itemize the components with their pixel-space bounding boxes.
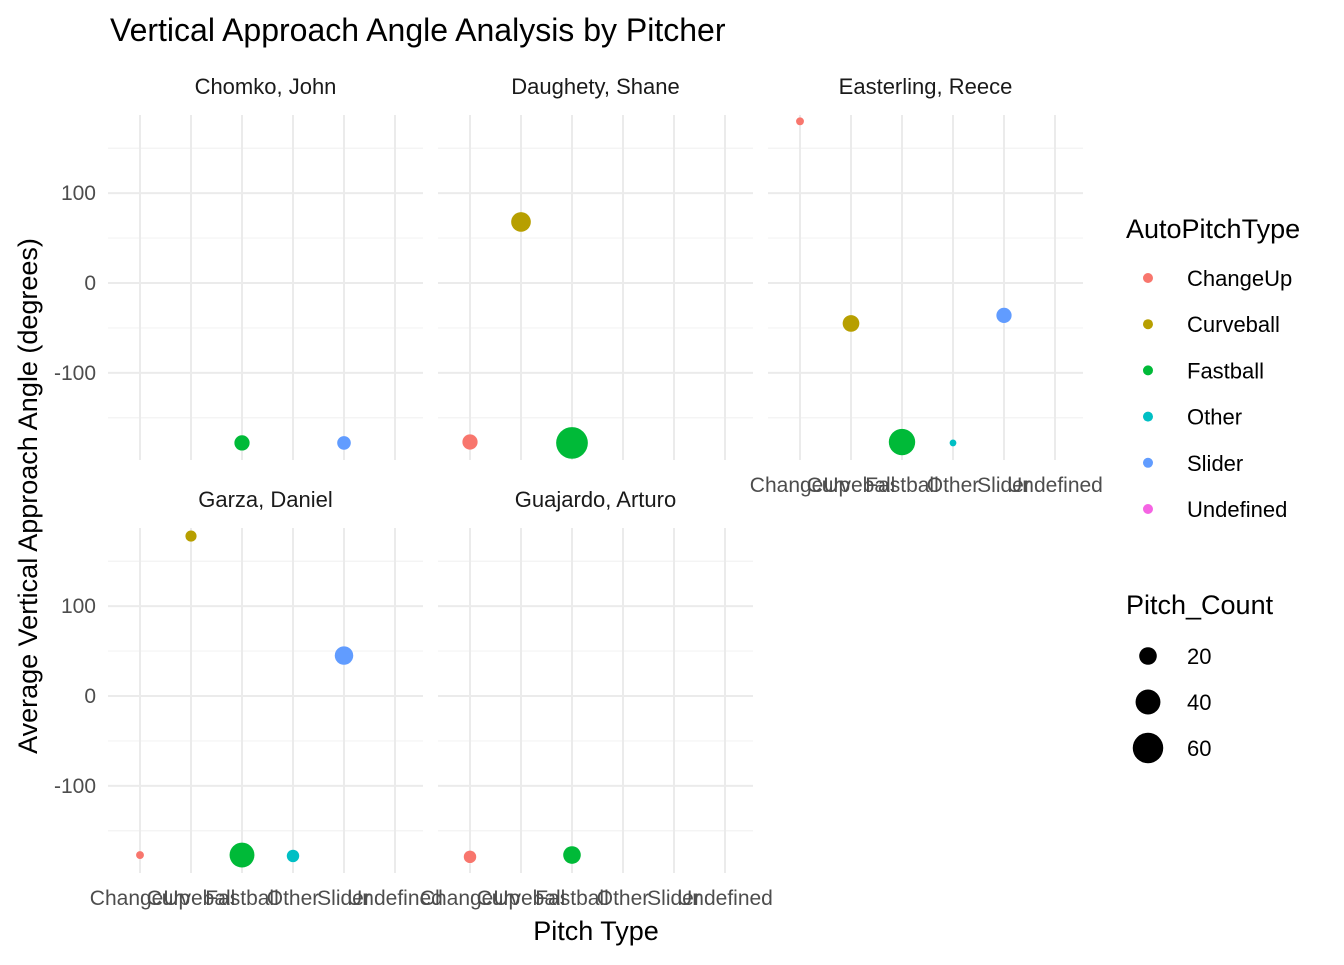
color-legend-title: AutoPitchType — [1126, 214, 1300, 244]
legend-key — [1143, 457, 1153, 468]
color-legend-item-changeup: ChangeUp — [1143, 266, 1292, 291]
x-tick-label: Other — [927, 474, 980, 497]
facet-label: Daughety, Shane — [511, 74, 679, 99]
x-tick-label: Undefined — [347, 887, 443, 910]
legend-key — [1143, 411, 1153, 422]
legend-label: 20 — [1187, 644, 1211, 669]
x-tick-label: Slider — [317, 887, 371, 910]
y-tick-label: -100 — [54, 362, 96, 385]
data-point-fastball — [888, 428, 916, 456]
x-tick-label: Curveball — [147, 887, 236, 910]
facet-label: Garza, Daniel — [198, 487, 333, 512]
color-legend-item-other: Other — [1143, 405, 1242, 430]
y-tick-label: 100 — [61, 595, 96, 618]
y-tick-label: 100 — [61, 182, 96, 205]
data-point-slider — [334, 646, 354, 665]
facet-panel-guajardo-arturo: Guajardo, Arturo ChangeUpCurveballFastbal… — [420, 487, 773, 910]
legend-key — [1143, 319, 1153, 330]
data-point-slider — [996, 307, 1012, 323]
legend-key — [1139, 647, 1157, 665]
legend-label: 60 — [1187, 736, 1211, 761]
x-axis-title: Pitch Type — [533, 916, 659, 946]
data-point-curveball — [511, 212, 531, 232]
data-point-other — [949, 439, 957, 447]
x-tick-label: ChangeUp — [750, 474, 850, 497]
legend-key — [1143, 365, 1153, 376]
x-tick-label: ChangeUp — [420, 887, 520, 910]
data-point-changeup — [136, 851, 144, 859]
size-legend-title: Pitch_Count — [1126, 590, 1274, 620]
x-tick-label: Slider — [647, 887, 701, 910]
data-point-fastball — [556, 427, 588, 459]
x-tick-label: Undefined — [677, 887, 773, 910]
x-tick-label: Other — [597, 887, 650, 910]
legend-label: Fastball — [1187, 358, 1264, 383]
x-tick-label: Curveball — [477, 887, 566, 910]
facet-panel-daughety-shane: Daughety, Shane — [438, 74, 753, 460]
color-legend-item-slider: Slider — [1143, 451, 1243, 476]
color-legend: ChangeUp Curveball Fastball Other Slider Unde… — [1143, 266, 1292, 522]
facet-label: Chomko, John — [195, 74, 337, 99]
facet-label: Easterling, Reece — [839, 74, 1013, 99]
data-point-fastball — [234, 435, 250, 451]
legend-key — [1135, 689, 1161, 715]
chart-title: Vertical Approach Angle Analysis by Pitc… — [110, 12, 726, 48]
data-point-changeup — [463, 850, 477, 864]
size-legend-item-60: 60 — [1132, 732, 1211, 764]
data-point-curveball — [185, 530, 197, 542]
color-legend-item-fastball: Fastball — [1143, 358, 1264, 383]
y-tick-label: 0 — [84, 685, 96, 708]
data-point-fastball — [229, 842, 255, 868]
legend-label: ChangeUp — [1187, 266, 1292, 291]
facet-label: Guajardo, Arturo — [515, 487, 676, 512]
x-tick-label: Fastball — [535, 887, 609, 910]
data-point-curveball — [842, 315, 860, 332]
legend-label: Other — [1187, 405, 1242, 430]
x-tick-label: Curveball — [807, 474, 896, 497]
y-tick-label: 0 — [84, 272, 96, 295]
legend-label: Undefined — [1187, 497, 1287, 522]
y-axis-title: Average Vertical Approach Angle (degrees… — [13, 238, 43, 754]
data-point-fastball — [563, 846, 581, 864]
legend-key — [1143, 504, 1153, 514]
facet-panel-garza-daniel: Garza, Daniel 100 0 -100 ChangeUpCurveballFa… — [54, 487, 443, 910]
facet-panel-easterling-reece: Easterling, Reece ChangeUpCurveballFastba… — [750, 74, 1103, 497]
size-legend-item-20: 20 — [1139, 644, 1211, 669]
color-legend-item-undefined: Undefined — [1143, 497, 1287, 522]
legend-key — [1132, 732, 1164, 764]
data-point-changeup — [796, 117, 804, 126]
legend-label: Slider — [1187, 451, 1243, 476]
legend-key — [1143, 273, 1153, 283]
x-tick-label: Fastball — [865, 474, 939, 497]
x-tick-label: Slider — [977, 474, 1031, 497]
data-point-changeup — [462, 434, 478, 450]
facet-panels: Chomko, John 100 0 -100 Daughety, Shane Easte… — [54, 74, 1103, 910]
legend-label: Curveball — [1187, 312, 1280, 337]
legend-label: 40 — [1187, 690, 1211, 715]
facet-panel-chomko-john: Chomko, John 100 0 -100 — [54, 74, 423, 460]
data-point-slider — [337, 436, 351, 450]
data-point-other — [286, 849, 300, 863]
y-tick-label: -100 — [54, 775, 96, 798]
x-tick-label: Fastball — [205, 887, 279, 910]
size-legend: 20 40 60 — [1132, 644, 1211, 764]
size-legend-item-40: 40 — [1135, 689, 1211, 715]
x-tick-label: Other — [267, 887, 320, 910]
color-legend-item-curveball: Curveball — [1143, 312, 1280, 337]
x-tick-label: ChangeUp — [90, 887, 190, 910]
x-tick-label: Undefined — [1007, 474, 1103, 497]
